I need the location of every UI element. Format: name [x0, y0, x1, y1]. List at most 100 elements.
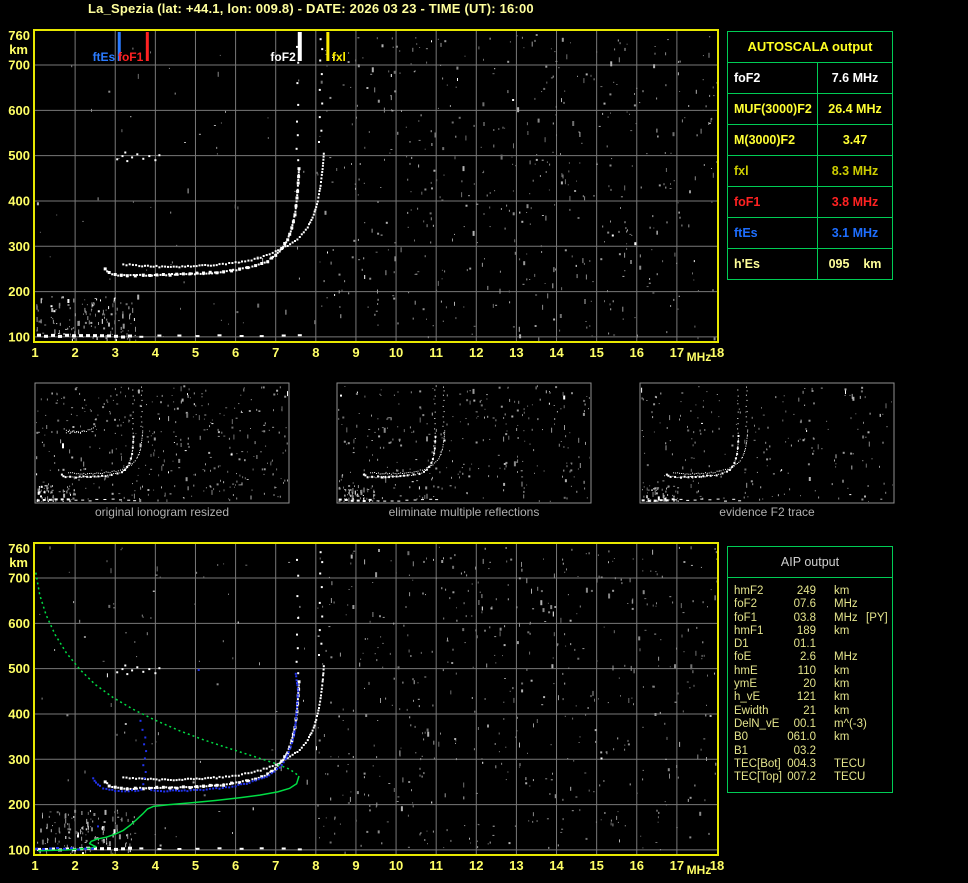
electron-density-profile — [35, 572, 300, 852]
grid-layer — [35, 31, 717, 341]
autoscala-param-label: ftEs — [728, 218, 818, 248]
aip-row-foF2: foF2 07.6 MHz — [728, 598, 892, 611]
aip-param-label: foF2 — [734, 598, 758, 611]
aip-row-hmF1: hmF1 189 km — [728, 625, 892, 638]
aip-param-unit: km — [834, 704, 850, 717]
aip-param-unit: TECU — [834, 771, 866, 784]
aip-param-value: 03.8 — [793, 611, 816, 624]
caption-original-ionogram: original ionogram resized — [94, 505, 230, 519]
autoscala-param-label: foF2 — [728, 63, 818, 93]
profile-topside-dashed — [35, 572, 300, 777]
station-title: La_Spezia (lat: +44.1, lon: 009.8) - DAT… — [88, 1, 534, 16]
x-tick-label: 16 — [630, 858, 644, 873]
marker-label-ftes: ftEs — [93, 50, 116, 64]
aip-param-value: 004.3 — [787, 757, 816, 770]
aip-col-gap — [816, 585, 834, 598]
caption-eliminate-reflections: eliminate multiple reflections — [388, 505, 540, 519]
aip-param-value: 20 — [803, 678, 816, 691]
aip-col-gap — [816, 678, 834, 691]
aip-param-flag: [PY] — [866, 611, 888, 624]
x-tick-label: 9 — [352, 345, 359, 360]
aip-param-label: Ewidth — [734, 704, 769, 717]
autoscala-param-value: 26.4 MHz — [828, 102, 882, 116]
x-axis-unit-label: MHz — [687, 350, 712, 364]
aip-col-gap — [816, 651, 834, 664]
aip-row-hmF2: hmF2 249 km — [728, 585, 892, 598]
aip-param-value: 007.2 — [787, 771, 816, 784]
y-tick-label: 500 — [8, 661, 30, 676]
x-tick-label: 11 — [429, 858, 443, 873]
aip-col-gap — [816, 638, 834, 651]
autoscala-row-foF1: foF1 3.8 MHz — [728, 187, 892, 218]
aip-row-B1: B1 03.2 — [728, 745, 892, 758]
top-ionogram-plot: 1 2 3 4 5 6 7 8 9 10 11 12 13 14 15 16 17 18MHz1002003004… — [8, 28, 724, 364]
aip-col-gap — [816, 665, 834, 678]
x-tick-label: 18 — [710, 858, 724, 873]
thumbnail-border — [336, 382, 592, 504]
x-tick-label: 5 — [192, 345, 199, 360]
autoscala-output-table: AUTOSCALA output foF2 7.6 MHz MUF(3000)F2 2… — [727, 31, 893, 280]
thumbnail-content — [338, 385, 590, 502]
x-tick-label: 15 — [589, 345, 603, 360]
aip-row-ymE: ymE 20 km — [728, 678, 892, 691]
x-tick-label: 5 — [192, 858, 199, 873]
aip-param-label: hmE — [734, 664, 758, 677]
aip-param-label: D1 — [734, 638, 749, 651]
scaled-parameter-markers: ftEs foF1 foF2 fxl — [93, 32, 346, 64]
bottom-ionogram-plot: 1 2 3 4 5 6 7 8 9 10 11 12 13 14 15 16 17 18MHz1002003004… — [8, 541, 724, 877]
autoscala-row-hEs: h'Es 095 km — [728, 249, 892, 279]
caption-evidence-f2-trace: evidence F2 trace — [719, 505, 815, 519]
aip-col-gap — [816, 771, 834, 784]
marker-label-fxl: fxl — [332, 50, 346, 64]
x-tick-label: 2 — [72, 345, 79, 360]
autoscala-param-label: foF1 — [728, 187, 818, 217]
autoscala-param-value: 095 km — [828, 257, 882, 271]
y-tick-label: 400 — [8, 193, 30, 208]
x-tick-label: 15 — [589, 858, 603, 873]
aip-col-gap — [816, 758, 834, 771]
aip-row-DelNvE: DelN_vE 00.1 m^(-3) — [728, 718, 892, 731]
aip-output-table: AIP output hmF2 249 km foF2 07.6 MHz foF1 03.8 M… — [727, 546, 893, 793]
aip-param-label: foE — [734, 651, 752, 664]
aip-row-hvE: h_vE 121 km — [728, 691, 892, 704]
x-tick-label: 6 — [232, 858, 239, 873]
aip-table-header: AIP output — [728, 547, 892, 578]
aip-param-unit: km — [834, 585, 850, 597]
aip-param-value: 061.0 — [787, 731, 816, 744]
x-tick-label: 2 — [72, 858, 79, 873]
autoscala-param-label: M(3000)F2 — [728, 125, 818, 155]
autoscala-row-M3000F2: M(3000)F2 3.47 — [728, 125, 892, 156]
aip-row-foF1: foF1 03.8 MHz [PY] — [728, 612, 892, 625]
aip-param-unit: MHz — [834, 651, 858, 664]
aip-param-value: 189 — [796, 624, 816, 637]
x-axis-unit-label: MHz — [687, 863, 712, 877]
aip-row-TECTop: TEC[Top] 007.2 TECU — [728, 771, 892, 784]
aip-param-label: foF1 — [734, 611, 758, 624]
aip-col-gap — [816, 625, 834, 638]
aip-param-label: ymE — [734, 678, 757, 691]
thumb-original-ionogram — [34, 382, 290, 504]
y-tick-label: 700 — [8, 570, 30, 585]
aip-col-gap — [816, 718, 834, 731]
profile-bottomside-solid — [38, 775, 300, 852]
x-tick-label: 13 — [509, 345, 523, 360]
x-tick-label: 17 — [670, 345, 684, 360]
x-tick-label: 7 — [272, 858, 279, 873]
thumb-eliminate-reflections — [336, 382, 592, 504]
autoscala-row-fxl: fxl 8.3 MHz — [728, 156, 892, 187]
x-tick-label: 8 — [312, 345, 319, 360]
x-tick-label: 17 — [670, 858, 684, 873]
aip-param-value: 00.1 — [793, 717, 816, 730]
aip-param-value: 03.2 — [793, 744, 816, 757]
aip-row-B0: B0 061.0 km — [728, 731, 892, 744]
thumbnail-border — [34, 382, 290, 504]
autoscala-param-value: 3.8 MHz — [831, 195, 879, 209]
autoscala-param-value: 8.3 MHz — [831, 164, 879, 178]
aip-param-unit: TECU — [834, 757, 866, 770]
autoscala-param-label: h'Es — [728, 249, 818, 279]
y-tick-label: 600 — [8, 616, 30, 631]
aip-col-gap — [816, 731, 834, 744]
aip-col-gap — [816, 691, 834, 704]
x-tick-label: 13 — [509, 858, 523, 873]
